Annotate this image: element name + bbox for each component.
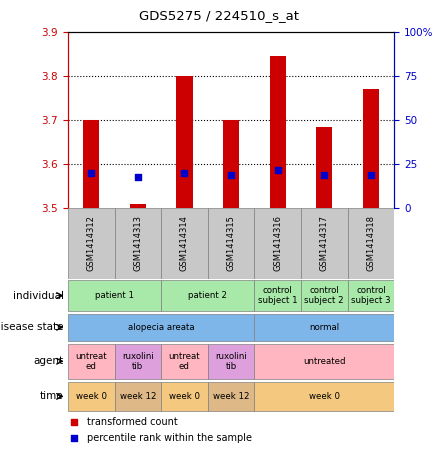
Bar [254,208,301,279]
Text: disease state: disease state [0,322,64,333]
Text: ruxolini
tib: ruxolini tib [122,352,154,371]
Text: normal: normal [309,323,339,332]
Bar [254,343,394,379]
Bar [348,280,394,311]
Bar [176,76,193,208]
Bar [68,382,114,411]
Bar [301,280,348,311]
Text: alopecia areata: alopecia areata [128,323,194,332]
Bar [161,343,208,379]
Text: week 12: week 12 [213,392,249,401]
Bar [68,343,114,379]
Bar [114,208,161,279]
Text: week 0: week 0 [309,392,340,401]
Point [228,171,235,178]
Bar [68,208,114,279]
Point [88,169,95,177]
Text: control
subject 3: control subject 3 [351,286,391,305]
Bar [208,208,254,279]
Bar [254,314,394,341]
Bar [208,382,254,411]
Text: week 12: week 12 [120,392,156,401]
Text: agent: agent [33,356,64,366]
Bar [68,314,254,341]
Bar [161,208,208,279]
Text: week 0: week 0 [169,392,200,401]
Point [134,173,141,180]
Text: patient 1: patient 1 [95,291,134,300]
Text: control
subject 1: control subject 1 [258,286,297,305]
Bar [83,120,99,208]
Bar [161,280,254,311]
Text: GSM1414315: GSM1414315 [226,216,236,271]
Text: GDS5275 / 224510_s_at: GDS5275 / 224510_s_at [139,9,299,22]
Bar [161,382,208,411]
Bar [269,56,286,208]
Bar [254,280,301,311]
Point [274,166,281,173]
Text: patient 2: patient 2 [188,291,227,300]
Bar [114,382,161,411]
Text: GSM1414316: GSM1414316 [273,216,282,271]
Point [321,171,328,178]
Text: percentile rank within the sample: percentile rank within the sample [88,434,252,443]
Text: GSM1414317: GSM1414317 [320,216,329,271]
Point [71,435,78,442]
Bar [348,208,394,279]
Bar [130,204,146,208]
Bar [363,89,379,208]
Text: individual: individual [13,290,64,301]
Text: week 0: week 0 [76,392,107,401]
Bar [254,382,394,411]
Text: ruxolini
tib: ruxolini tib [215,352,247,371]
Point [367,171,374,178]
Bar [301,208,348,279]
Text: untreat
ed: untreat ed [169,352,200,371]
Text: transformed count: transformed count [88,417,178,427]
Bar [223,120,239,208]
Text: untreat
ed: untreat ed [75,352,107,371]
Text: GSM1414314: GSM1414314 [180,216,189,271]
Point [71,419,78,426]
Text: GSM1414318: GSM1414318 [367,216,375,271]
Bar [114,343,161,379]
Bar [208,343,254,379]
Bar [68,280,161,311]
Text: control
subject 2: control subject 2 [304,286,344,305]
Text: untreated: untreated [303,357,346,366]
Bar [316,127,332,208]
Text: GSM1414313: GSM1414313 [133,216,142,271]
Point [181,169,188,177]
Text: GSM1414312: GSM1414312 [87,216,95,271]
Text: time: time [40,391,64,401]
